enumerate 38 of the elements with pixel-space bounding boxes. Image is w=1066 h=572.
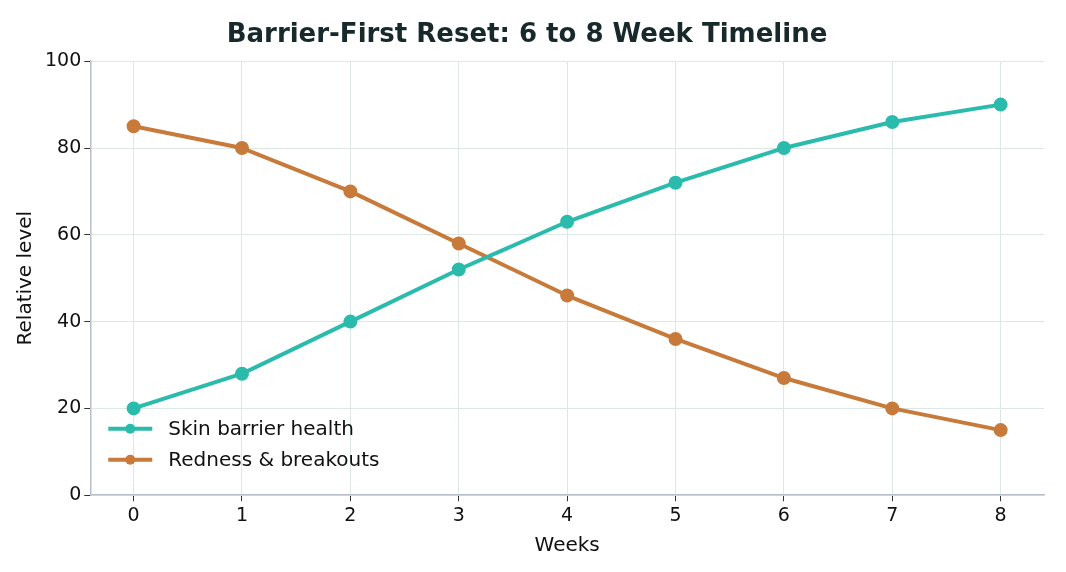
x-tick-label: 5 [669,502,682,525]
point [451,236,466,251]
point [235,141,249,155]
x-tick-label: 2 [344,502,357,525]
y-tick-label: 100 [45,48,82,71]
y-tick-label: 40 [57,308,82,331]
x-tick-label: 7 [886,502,899,525]
legend-label: Skin barrier health [168,415,354,440]
point [343,314,358,329]
x-axis-title: Weeks [534,532,600,557]
point [560,214,575,229]
point [451,262,466,277]
legend-label: Redness & breakouts [168,446,380,471]
point [668,175,683,190]
y-tick-label: 0 [69,482,82,505]
point [776,371,791,386]
point [560,288,575,303]
point [776,141,791,155]
point [126,119,141,134]
x-tick-label: 1 [235,502,249,525]
point [885,114,900,129]
y-tick-label: 20 [57,395,82,418]
x-tick-label: 3 [452,502,465,525]
point [993,423,1008,438]
point [235,366,249,381]
chart-title: Barrier-First Reset: 6 to 8 Week Timeline [226,18,828,49]
y-tick-label: 80 [57,134,82,157]
x-tick-label: 4 [561,502,574,525]
point [885,401,900,416]
x-tick-label: 0 [127,502,140,525]
x-tick-label: 6 [777,502,790,525]
point [668,331,683,346]
y-axis-title: Relative level [12,210,37,346]
point [343,184,358,199]
y-tick-label: 60 [57,221,82,244]
point [126,401,141,416]
x-tick-label: 8 [994,502,1007,525]
point [993,97,1008,112]
